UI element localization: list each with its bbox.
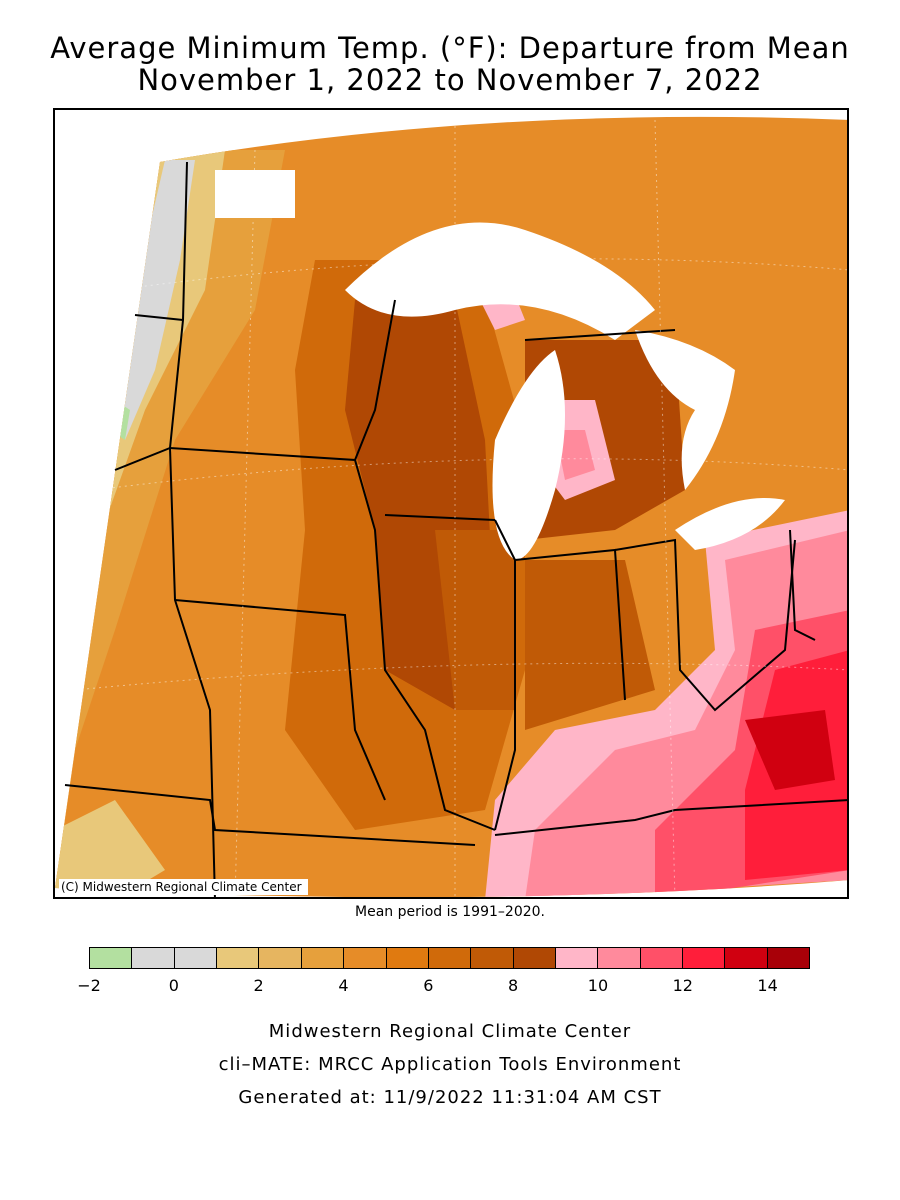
- mean-period-note: Mean period is 1991–2020.: [355, 904, 545, 920]
- boundary-illinois-indiana: [494, 519, 516, 831]
- color-legend: [89, 947, 810, 969]
- legend-swatch: [301, 948, 345, 968]
- departure-band-1-sw: [55, 800, 165, 897]
- legend-swatch: [683, 948, 726, 968]
- departure-band-10-mi: [555, 430, 595, 480]
- legend-swatch: [471, 948, 514, 968]
- lake-michigan: [492, 350, 565, 560]
- lake-huron: [635, 330, 735, 490]
- legend-swatch: [174, 948, 218, 968]
- legend-swatch: [428, 948, 472, 968]
- legend-swatch: [386, 948, 429, 968]
- legend-swatch: [90, 948, 133, 968]
- departure-band-7-in: [525, 560, 655, 730]
- legend-swatch: [344, 948, 387, 968]
- legend-tick-label: 4: [338, 976, 349, 995]
- legend-tick-label: 10: [587, 976, 609, 995]
- lake-superior: [345, 222, 655, 340]
- departure-near-zero: [110, 160, 195, 440]
- legend-tick-label: 8: [508, 976, 519, 995]
- legend-tick-label: 0: [168, 976, 179, 995]
- map-panel: (C) Midwestern Regional Climate Center: [53, 108, 849, 899]
- map-title: Average Minimum Temp. (°F): Departure fr…: [50, 31, 850, 65]
- footer-app: cli–MATE: MRCC Application Tools Environ…: [218, 1054, 682, 1075]
- legend-swatch: [555, 948, 599, 968]
- graticule: [74, 119, 847, 897]
- legend-swatch: [217, 948, 260, 968]
- boundary-kentucky-tennessee: [494, 799, 847, 836]
- departure-band-13-east: [745, 710, 835, 790]
- legend-swatch: [132, 948, 175, 968]
- lake-erie: [675, 498, 785, 550]
- footer-generated: Generated at: 11/9/2022 11:31:04 AM CST: [238, 1087, 662, 1108]
- legend-swatch: [725, 948, 768, 968]
- no-data-area: [215, 170, 295, 218]
- legend-tick-label: 6: [423, 976, 434, 995]
- boundary-ohio: [614, 538, 796, 712]
- legend-tick-label: 2: [253, 976, 264, 995]
- map-subtitle-dates: November 1, 2022 to November 7, 2022: [137, 63, 763, 97]
- legend-tick-label: 14: [757, 976, 778, 995]
- legend-swatch: [513, 948, 556, 968]
- legend-tick-labels: −2 0 2 4 6 8 10 12 14: [77, 976, 810, 998]
- copyright-label: (C) Midwestern Regional Climate Center: [59, 879, 308, 895]
- footer-org: Midwestern Regional Climate Center: [268, 1021, 632, 1042]
- boundary-west: [168, 161, 216, 897]
- legend-tick-label: 12: [672, 976, 693, 995]
- legend-swatch: [640, 948, 684, 968]
- state-boundaries: [64, 161, 847, 897]
- boundary-iowa-illinois: [114, 446, 496, 831]
- legend-swatch: [598, 948, 641, 968]
- legend-tick-label: −2: [77, 976, 101, 995]
- departure-band-7: [435, 530, 515, 710]
- legend-swatch: [767, 948, 810, 968]
- legend-swatch: [259, 948, 302, 968]
- temperature-departure-map: [55, 116, 847, 897]
